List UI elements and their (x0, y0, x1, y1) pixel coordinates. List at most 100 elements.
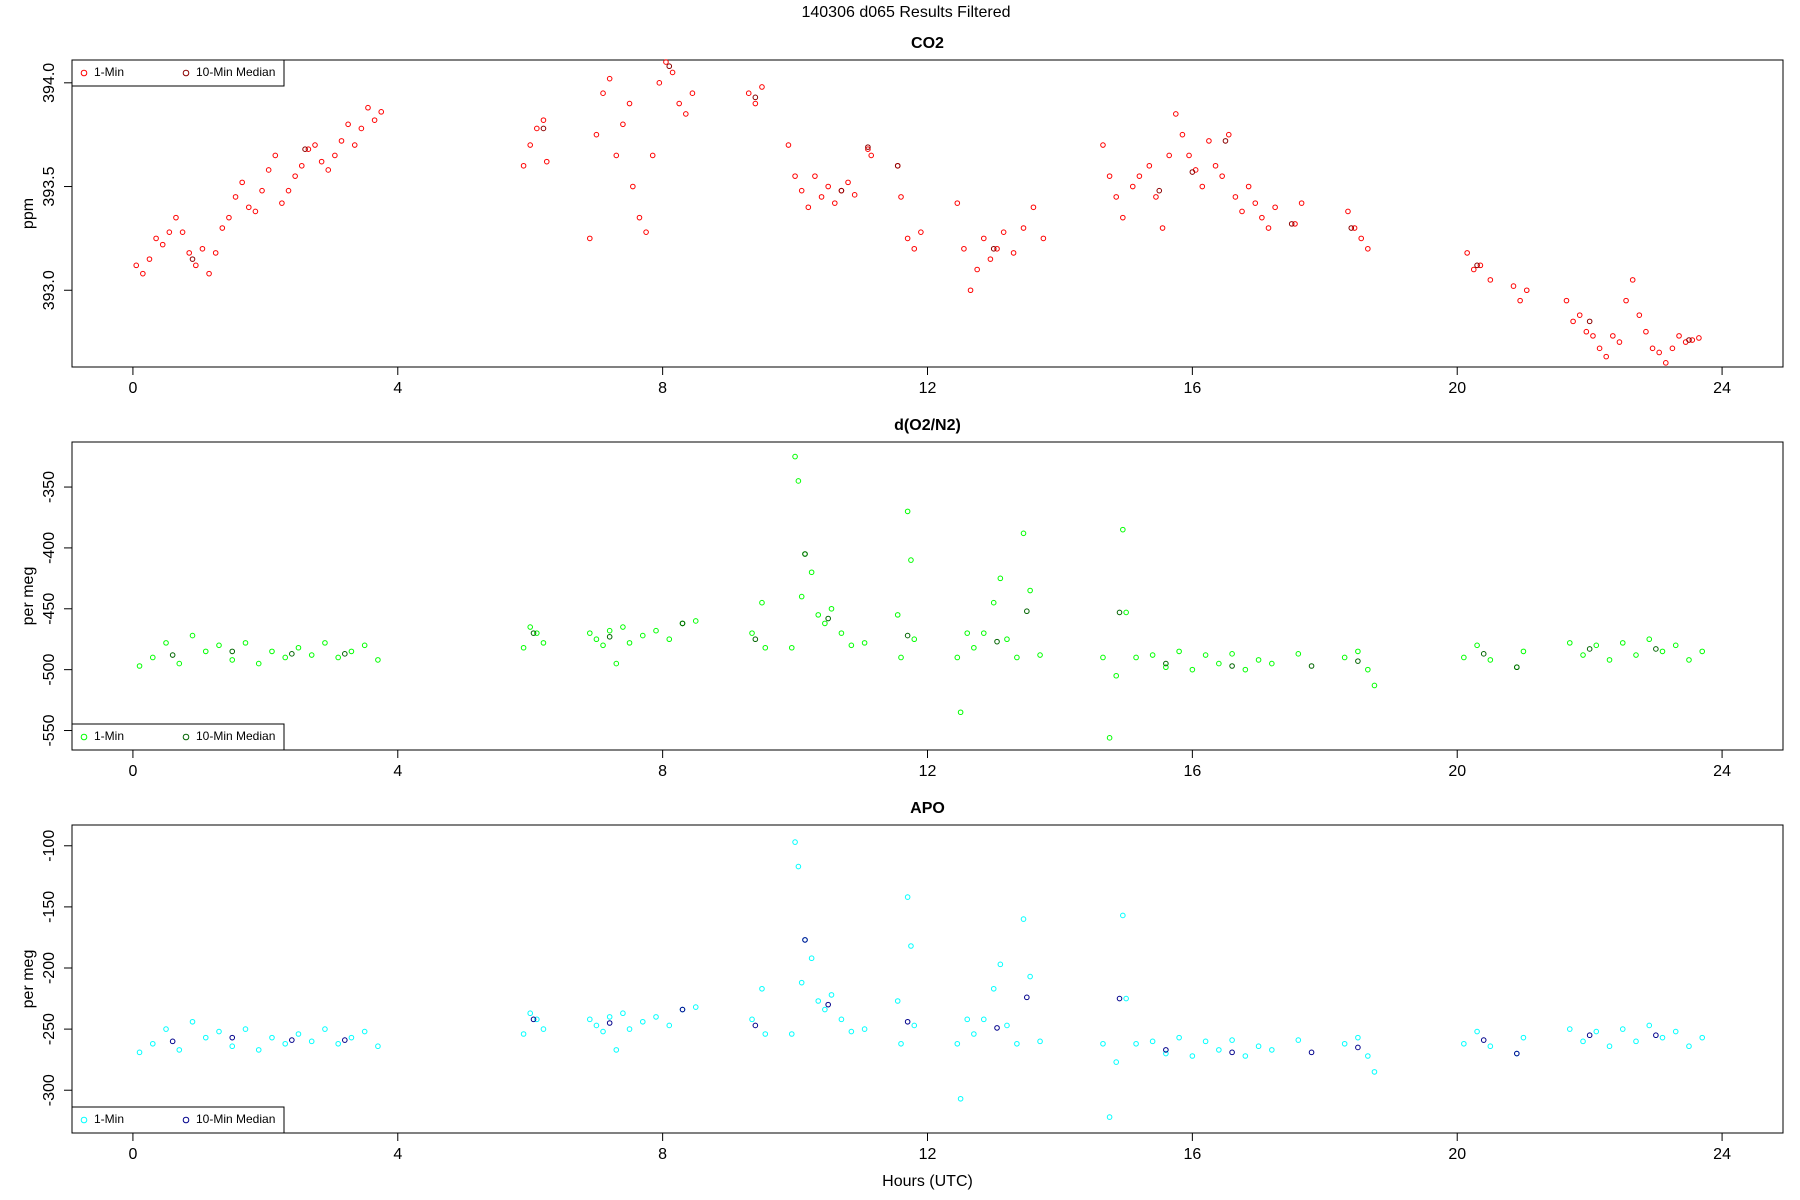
plot-frame (71, 59, 1784, 368)
data-point (534, 630, 540, 636)
data-point (1523, 287, 1530, 294)
data-point (1024, 608, 1030, 615)
data-point (1133, 654, 1139, 661)
data-point (1653, 1032, 1659, 1039)
data-point (1474, 1028, 1480, 1035)
data-point (904, 1018, 911, 1025)
data-point (308, 652, 315, 658)
data-point (825, 1001, 831, 1008)
data-point (255, 1047, 262, 1053)
x-tick-label: 0 (128, 763, 137, 780)
data-point (639, 632, 646, 639)
data-point (669, 69, 676, 76)
page-title: 140306 d065 Results Filtered (801, 4, 1010, 21)
data-point (282, 654, 289, 661)
data-point (1365, 666, 1371, 673)
data-point (997, 961, 1004, 968)
data-point (1461, 654, 1467, 661)
data-point (1265, 225, 1272, 231)
data-point (1116, 609, 1123, 616)
data-point (202, 648, 209, 655)
data-point (613, 660, 620, 667)
data-point (202, 1034, 209, 1041)
data-point (1580, 652, 1586, 658)
y-tick-label: -250 (41, 1013, 58, 1045)
data-point (762, 1031, 769, 1037)
data-point (1133, 1040, 1139, 1047)
data-point (527, 624, 534, 630)
data-point (1272, 204, 1278, 211)
data-point (1593, 1028, 1600, 1035)
data-point (957, 709, 964, 716)
data-point (1623, 297, 1629, 304)
y-tick-label: -200 (41, 952, 58, 984)
data-point (1255, 1043, 1262, 1050)
data-point (828, 992, 835, 998)
data-point (1229, 1049, 1235, 1056)
data-point (911, 636, 918, 643)
data-point (788, 1031, 795, 1037)
data-point (759, 985, 765, 992)
data-point (212, 250, 219, 256)
data-point (242, 640, 249, 646)
data-point (239, 179, 245, 186)
data-point (1365, 245, 1371, 252)
legend-marker (80, 733, 88, 741)
data-point (957, 1095, 964, 1102)
data-point (606, 627, 613, 634)
data-point (954, 1040, 961, 1047)
data-point (325, 167, 332, 173)
data-point (540, 117, 547, 123)
data-point (232, 194, 239, 200)
data-point (1669, 345, 1676, 352)
data-point (792, 839, 798, 845)
data-point (679, 620, 686, 627)
data-point (1583, 328, 1590, 335)
data-point (792, 173, 798, 179)
data-point (269, 1034, 275, 1041)
x-tick-label: 24 (1713, 763, 1731, 780)
data-point (1355, 1044, 1361, 1051)
data-point (1149, 1038, 1156, 1045)
data-point (530, 630, 537, 636)
data-point (1295, 1037, 1302, 1043)
y-axis-label: ppm (20, 198, 37, 229)
data-point (140, 270, 146, 277)
data-point (1646, 636, 1653, 643)
data-point (1593, 642, 1600, 649)
data-point (865, 144, 871, 150)
data-point (990, 599, 997, 606)
data-point (894, 612, 901, 618)
data-point (1699, 1034, 1706, 1041)
data-point (229, 648, 236, 655)
data-point (136, 663, 143, 669)
data-point (1123, 995, 1129, 1002)
data-point (159, 241, 166, 248)
data-point (295, 644, 302, 651)
y-tick-label: -500 (41, 654, 58, 686)
legend-label: 10-Min Median (196, 729, 275, 743)
data-point (1123, 609, 1129, 616)
data-point (1487, 657, 1494, 663)
data-point (1146, 162, 1153, 169)
data-point (865, 146, 871, 152)
data-point (1358, 235, 1365, 242)
data-point (335, 654, 341, 661)
y-tick-label: -450 (41, 593, 58, 625)
data-point (153, 235, 159, 242)
data-point (798, 187, 805, 194)
data-point (375, 657, 381, 663)
data-point (918, 229, 924, 235)
data-point (848, 1028, 855, 1035)
panel-title: d(O2/N2) (894, 417, 961, 434)
x-tick-label: 8 (658, 763, 667, 780)
panel-title: CO2 (911, 35, 944, 52)
data-point (1633, 652, 1639, 658)
data-point (1672, 642, 1679, 649)
data-point (361, 1028, 368, 1035)
data-point (904, 632, 911, 639)
data-point (1649, 345, 1656, 352)
data-point (292, 173, 298, 179)
data-point (1570, 318, 1576, 325)
